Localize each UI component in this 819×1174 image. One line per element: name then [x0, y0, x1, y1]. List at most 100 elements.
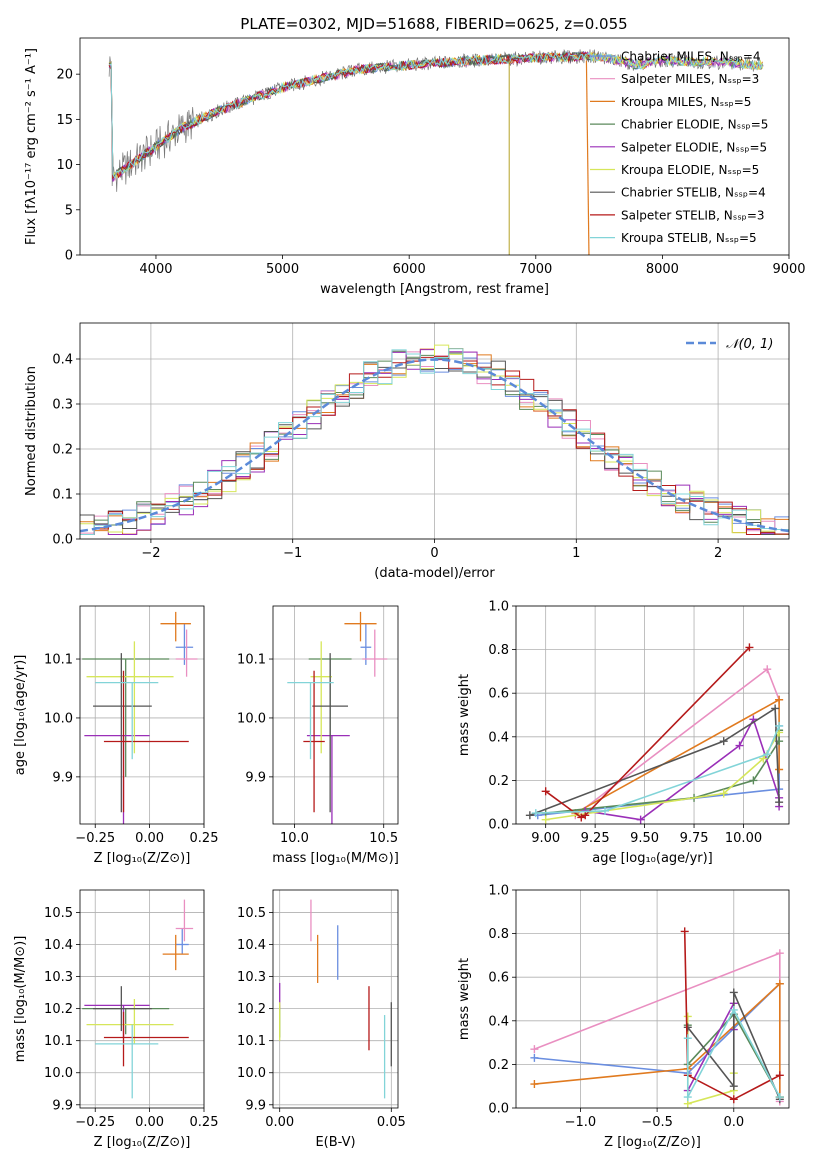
y-axis-label: mass [log₁₀(M/M⊙)] [13, 936, 28, 1063]
y-axis-label: age [log₁₀(age/yr)] [13, 655, 28, 776]
y-tick-label: 0.0 [488, 1102, 509, 1117]
data-point [719, 737, 728, 746]
series-line [686, 1008, 781, 1098]
legend-label: Chabrier MILES, Nₛₛₚ=4 [621, 50, 761, 64]
data-point [541, 815, 550, 824]
x-tick-label: −1 [283, 546, 302, 561]
weight-vs-Z-marks [530, 927, 784, 1108]
y-tick-label: 0.1 [52, 488, 73, 503]
series-line [683, 931, 781, 1101]
series-line [545, 646, 751, 819]
x-tick-label: 9000 [772, 262, 805, 277]
x-tick-label: 0.05 [377, 1115, 406, 1130]
x-tick-label: 0.00 [265, 1115, 294, 1130]
figure-title: PLATE=0302, MJD=51688, FIBERID=0625, z=0… [240, 15, 627, 33]
y-tick-label: 0.4 [488, 1014, 509, 1029]
normal-curve [80, 358, 789, 533]
series-line [687, 992, 781, 1100]
data-point [683, 1023, 692, 1032]
age-vs-mass-frame [272, 605, 399, 825]
data-point [763, 665, 772, 674]
data-point [775, 798, 784, 807]
legend-label: Salpeter ELODIE, Nₛₛₚ=5 [621, 140, 767, 154]
weight-vs-age-panel: 9.00 9.25 9.50 9.75 10.00 0.0 0.2 0.4 0.6 0.8 1.0 a… [457, 600, 790, 866]
data-point [636, 815, 645, 824]
weight-vs-Z-panel: −1.0 −0.5 0.0 0.0 0.2 0.4 0.6 0.8 1.0 Z [log₁₀(Z/… [457, 884, 790, 1150]
y-tick-label: 0.2 [488, 1058, 509, 1073]
y-tick-label: 10.4 [237, 938, 266, 953]
data-point [729, 1082, 738, 1091]
residual-lines [80, 344, 789, 535]
data-point [683, 1012, 692, 1021]
y-tick-label: 0 [65, 249, 73, 264]
data-point [775, 721, 784, 730]
y-tick-label: 10 [56, 158, 73, 173]
data-point [530, 1045, 539, 1054]
residuals-panel: −2 −1 0 1 2 0.0 0.1 0.2 0.3 0.4 (data-model)/error… [24, 322, 790, 581]
x-axis-label: age [log₁₀(age/yr)] [592, 851, 713, 866]
mass-vs-EBV-panel: 0.00 0.05 9.9 10.0 10.1 10.2 10.3 10.4 10.5 E(B-V… [237, 889, 406, 1150]
age-vs-Z-frame [79, 605, 205, 825]
x-tick-label: 10.5 [369, 831, 398, 846]
x-tick-label: 10.0 [280, 831, 309, 846]
x-tick-label: 0.00 [135, 831, 164, 846]
y-tick-label: 10.3 [237, 970, 266, 985]
spectrum-frame [79, 37, 790, 256]
data-point [775, 765, 784, 774]
y-tick-label: 0.0 [52, 533, 73, 548]
series-line [529, 707, 780, 817]
legend-label: Salpeter STELIB, Nₛₛₚ=3 [621, 208, 765, 222]
y-axis-label: mass weight [457, 674, 472, 756]
y-tick-label: 0.8 [488, 927, 509, 942]
weight-vs-age-frame [515, 605, 790, 825]
weight-vs-age-marks [525, 643, 784, 824]
x-tick-label: 9.00 [531, 831, 560, 846]
x-tick-label: −2 [141, 546, 160, 561]
y-tick-label: 1.0 [488, 600, 509, 615]
y-tick-label: 5 [65, 203, 73, 218]
y-tick-label: 0.0 [488, 818, 509, 833]
mass-vs-Z-marks [82, 899, 194, 1099]
weight-vs-Z-frame [515, 889, 790, 1109]
x-tick-label: 9.25 [581, 831, 610, 846]
x-tick-label: 9.50 [630, 831, 659, 846]
y-tick-label: 10.3 [44, 970, 73, 985]
residuals-frame [79, 322, 790, 540]
y-tick-label: 10.0 [237, 1066, 266, 1081]
age-vs-mass-marks [287, 611, 388, 824]
y-tick-label: 10.1 [237, 1034, 266, 1049]
x-axis-label: wavelength [Angstrom, rest frame] [320, 282, 549, 297]
data-point [729, 988, 738, 997]
data-point [530, 1080, 539, 1089]
data-point [719, 789, 728, 798]
y-tick-label: 0.8 [488, 643, 509, 658]
x-tick-label: 4000 [139, 262, 172, 277]
y-tick-label: 0.3 [52, 398, 73, 413]
residuals-marks [80, 344, 789, 535]
legend-label: Salpeter MILES, Nₛₛₚ=3 [621, 72, 759, 86]
y-axis-label: Normed distribution [24, 366, 39, 496]
data-point [530, 1053, 539, 1062]
y-tick-label: 10.0 [44, 711, 73, 726]
y-tick-label: 0.2 [52, 443, 73, 458]
data-point [775, 695, 784, 704]
legend-label: Kroupa ELODIE, Nₛₛₚ=5 [621, 163, 759, 177]
data-point [775, 1093, 784, 1102]
x-axis-label: Z [log₁₀(Z/Z⊙)] [94, 851, 191, 866]
x-tick-label: −0.25 [75, 831, 115, 846]
y-axis-label: Flux [fλ10⁻¹⁷ erg cm⁻² s⁻¹ A⁻¹] [24, 48, 39, 245]
data-point [680, 927, 689, 936]
y-tick-label: 0.4 [488, 730, 509, 745]
x-axis-label: mass [log₁₀(M/M⊙)] [272, 851, 399, 866]
x-tick-label: 1 [572, 546, 580, 561]
y-tick-label: 9.9 [245, 770, 266, 785]
data-point [729, 1095, 738, 1104]
legend-label: Chabrier ELODIE, Nₛₛₚ=5 [621, 118, 768, 132]
y-tick-label: 10.2 [44, 1002, 73, 1017]
data-point [729, 1005, 738, 1014]
y-tick-label: 20 [56, 68, 73, 83]
y-tick-label: 15 [56, 113, 73, 128]
data-point [763, 750, 772, 759]
data-point [531, 809, 540, 818]
